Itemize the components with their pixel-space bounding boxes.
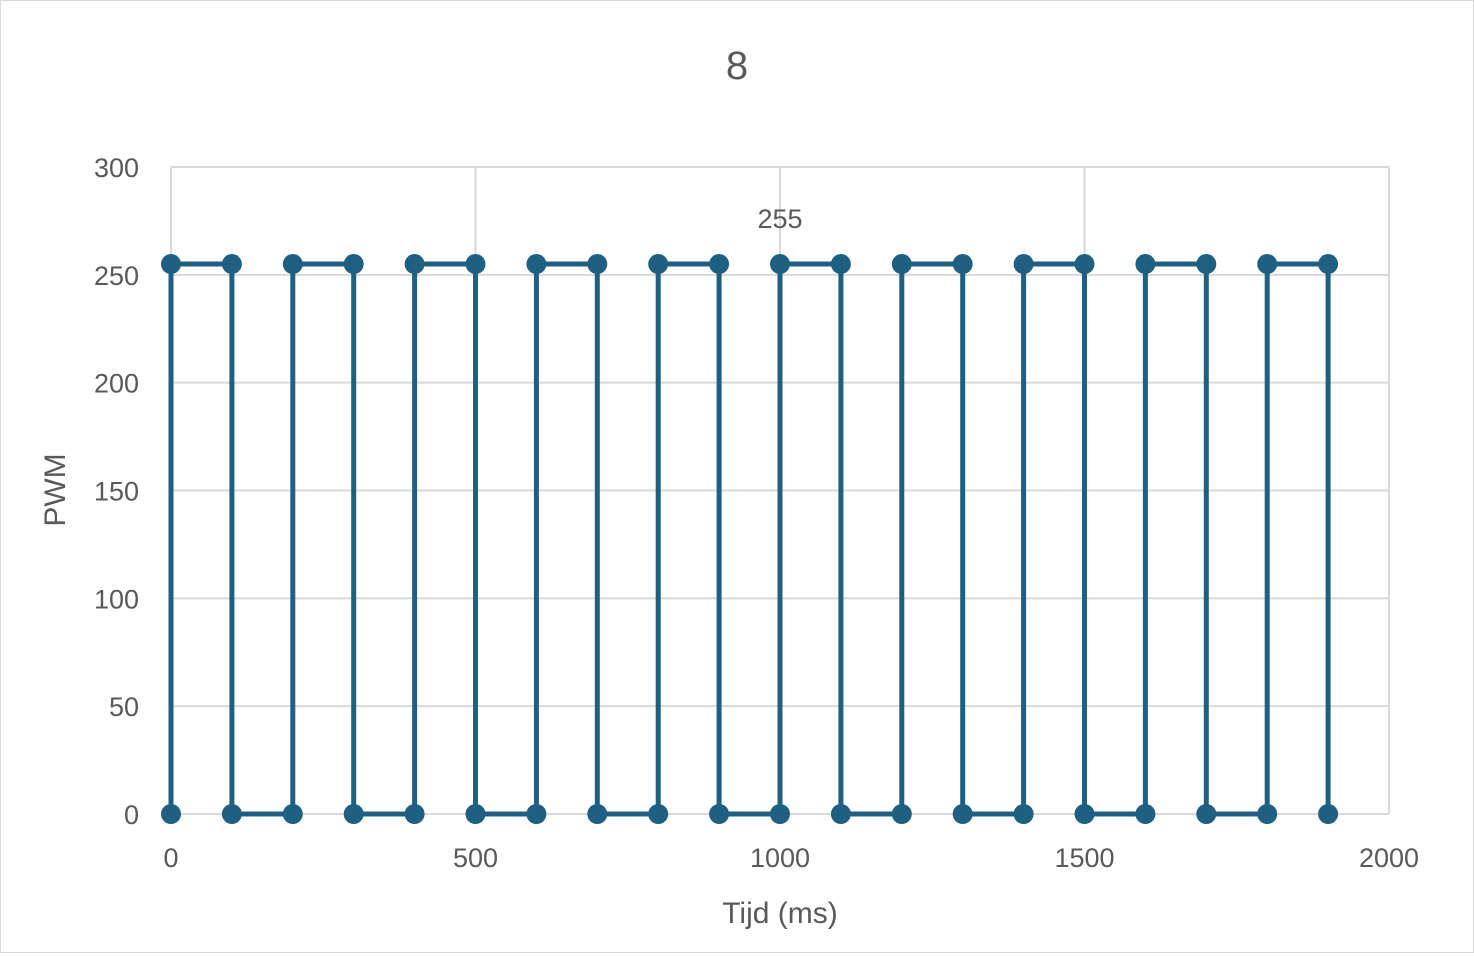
data-point (1013, 804, 1034, 824)
data-point (1135, 254, 1156, 275)
y-tick-label: 100 (94, 584, 139, 614)
data-point (1013, 254, 1034, 275)
y-tick-labels: 0 50 100 150 200 250 300 (94, 153, 139, 830)
data-point (465, 254, 486, 275)
x-tick-label: 2000 (1359, 843, 1419, 873)
series-layer (161, 254, 1339, 824)
y-tick-label: 0 (124, 800, 139, 830)
x-tick-labels: 0 500 1000 1500 2000 (163, 843, 1419, 873)
data-point (282, 804, 303, 824)
y-tick-label: 300 (94, 153, 139, 183)
data-point (526, 804, 547, 824)
data-point (161, 254, 181, 275)
y-tick-label: 200 (94, 369, 139, 399)
data-point (952, 804, 973, 824)
x-tick-label: 0 (163, 843, 178, 873)
data-point (770, 254, 790, 275)
data-point (952, 254, 973, 275)
data-point (343, 254, 364, 275)
data-point (891, 254, 912, 275)
data-point (891, 804, 912, 824)
x-tick-label: 1500 (1054, 843, 1114, 873)
y-tick-label: 50 (109, 692, 139, 722)
data-point (709, 804, 730, 824)
series-line (168, 261, 1331, 817)
data-point (221, 804, 242, 824)
x-tick-label: 1000 (750, 843, 810, 873)
data-point (709, 254, 730, 275)
x-axis-label: Tijd (ms) (722, 897, 838, 930)
data-point (1318, 254, 1339, 275)
data-point (587, 254, 608, 275)
data-point (1257, 804, 1278, 824)
data-point (465, 804, 486, 824)
data-point (830, 804, 851, 824)
data-point (343, 804, 364, 824)
data-point (526, 254, 547, 275)
data-point (1074, 804, 1095, 824)
y-axis-label: PWM (39, 453, 72, 526)
data-point (282, 254, 303, 275)
y-tick-label: 250 (94, 261, 139, 291)
data-point (648, 804, 669, 824)
data-point (830, 254, 851, 275)
data-labels: 255 (757, 204, 802, 234)
data-point (587, 804, 608, 824)
x-tick-label: 500 (453, 843, 498, 873)
data-point (770, 804, 790, 824)
data-point (404, 804, 425, 824)
data-point (221, 254, 242, 275)
data-point (1135, 804, 1156, 824)
data-point (161, 804, 181, 824)
data-point (648, 254, 669, 275)
data-point (1196, 804, 1217, 824)
chart-title: 8 (726, 44, 748, 88)
y-tick-label: 150 (94, 477, 139, 507)
data-point (1257, 254, 1278, 275)
data-point (404, 254, 425, 275)
data-point (1196, 254, 1217, 275)
data-point (1318, 804, 1339, 824)
data-label: 255 (757, 204, 802, 234)
data-point (1074, 254, 1095, 275)
